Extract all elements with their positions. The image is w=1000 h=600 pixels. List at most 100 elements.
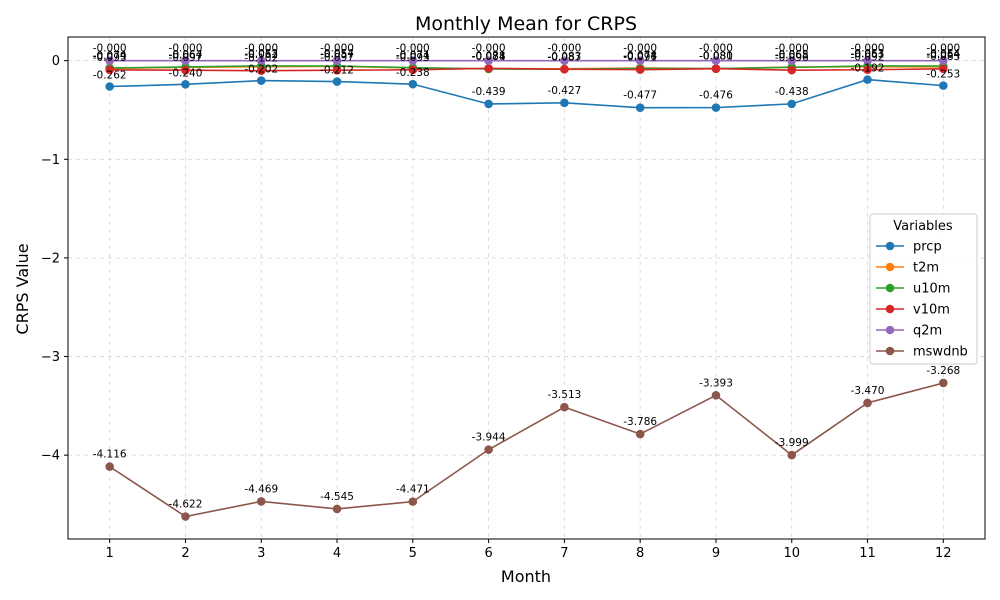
data-label-v10m: -0.093 [396, 52, 430, 64]
data-point-q2m [181, 56, 190, 65]
data-point-v10m [105, 65, 114, 75]
data-label-v10m: -0.087 [547, 51, 581, 63]
data-label-t2m: -0.067 [169, 49, 203, 61]
y-tick-label: −2 [41, 251, 60, 266]
y-tick-label: −3 [41, 350, 60, 365]
x-tick-label: 10 [783, 546, 800, 561]
x-tick-label: 5 [409, 546, 417, 561]
data-point-v10m [560, 64, 569, 74]
data-label-prcp: -0.212 [320, 65, 354, 77]
data-label-v10m: -0.091 [623, 52, 657, 64]
data-point-mswdnb [787, 450, 797, 460]
data-point-prcp [560, 98, 569, 108]
legend-label-t2m: t2m [913, 261, 939, 276]
data-label-t2m: -0.061 [851, 49, 885, 61]
data-label-v10m: -0.083 [926, 51, 960, 63]
data-label-prcp: -0.238 [396, 67, 430, 79]
data-point-q2m [863, 56, 872, 65]
data-point-prcp [484, 99, 493, 109]
data-label-v10m: -0.093 [93, 52, 127, 64]
data-label-q2m: -0.000 [699, 43, 733, 55]
data-label-v10m: -0.078 [472, 50, 506, 62]
data-point-mswdnb [105, 462, 114, 471]
x-tick-label: 11 [859, 546, 876, 561]
x-tick-label: 7 [560, 546, 568, 561]
data-label-u10m: -0.054 [926, 48, 960, 60]
y-tick-label: −4 [41, 449, 60, 464]
data-point-q2m [560, 56, 569, 65]
legend-label-q2m: q2m [913, 324, 942, 339]
data-point-v10m [863, 65, 872, 75]
data-point-prcp [408, 79, 418, 89]
data-label-mswdnb: -4.469 [244, 483, 278, 495]
legend-label-prcp: prcp [913, 240, 942, 255]
legend-marker-q2m [885, 325, 895, 335]
data-label-prcp: -0.476 [699, 90, 733, 102]
data-point-q2m [787, 56, 797, 65]
legend-label-mswdnb: mswdnb [913, 345, 968, 360]
plot-frame [67, 36, 986, 540]
data-label-mswdnb: -4.471 [396, 484, 430, 496]
data-point-mswdnb [484, 445, 493, 454]
legend-marker-u10m [885, 283, 895, 293]
data-label-u10m: -0.084 [472, 51, 506, 63]
data-label-u10m: -0.071 [396, 50, 430, 62]
data-label-u10m: -0.068 [775, 49, 809, 61]
data-point-mswdnb [939, 378, 948, 388]
y-axis-title: CRPS Value [13, 243, 32, 334]
data-point-v10m [939, 64, 948, 74]
data-point-v10m [256, 66, 266, 76]
data-label-mswdnb: -3.268 [926, 365, 960, 377]
legend-marker-v10m [885, 304, 895, 314]
data-label-u10m: -0.053 [851, 48, 885, 60]
data-point-prcp [256, 76, 266, 85]
grid [68, 37, 985, 539]
data-point-mswdnb [863, 398, 872, 408]
data-label-u10m: -0.087 [547, 51, 581, 63]
data-label-t2m: -0.062 [244, 49, 278, 61]
data-label-t2m: -0.074 [623, 50, 657, 62]
data-label-t2m: -0.079 [93, 50, 127, 62]
legend-marker-prcp [885, 241, 895, 251]
data-point-mswdnb [711, 391, 721, 400]
data-label-v10m: -0.102 [244, 53, 278, 65]
data-label-t2m: -0.074 [396, 50, 430, 62]
data-point-q2m [105, 56, 114, 65]
series-group [105, 56, 948, 521]
series-line-prcp [109, 78, 944, 109]
legend-marker-t2m [885, 262, 895, 272]
data-point-mswdnb [332, 504, 342, 514]
x-tick-label: 9 [712, 546, 720, 561]
data-label-mswdnb: -3.786 [623, 416, 657, 428]
data-point-v10m [484, 64, 493, 73]
data-point-mswdnb [635, 429, 645, 439]
x-axis-title: Month [501, 567, 551, 586]
x-tick-label: 4 [333, 546, 341, 561]
x-tick-label: 1 [106, 546, 114, 561]
data-point-prcp [181, 80, 190, 89]
data-label-u10m: -0.078 [623, 50, 657, 62]
data-label-prcp: -0.439 [472, 86, 506, 98]
data-point-mswdnb [181, 512, 190, 521]
y-tick-label: −1 [41, 153, 60, 168]
data-label-mswdnb: -3.513 [547, 389, 581, 401]
data-label-mswdnb: -3.470 [851, 385, 885, 397]
data-point-v10m [181, 65, 190, 75]
data-label-q2m: -0.000 [547, 43, 581, 55]
data-label-u10m: -0.074 [93, 50, 127, 62]
data-label-mswdnb: -3.944 [472, 432, 506, 444]
data-label-t2m: -0.064 [926, 49, 960, 61]
data-point-prcp [939, 81, 948, 90]
data-label-v10m: -0.096 [775, 52, 809, 64]
data-label-v10m: -0.092 [851, 52, 885, 64]
data-label-t2m: -0.081 [472, 51, 506, 63]
axes: 1 2 3 4 5 6 7 8 9 10 11 120−1−2−3−4 [41, 36, 986, 561]
data-point-v10m [408, 65, 418, 75]
data-point-prcp [332, 77, 342, 86]
data-point-v10m [635, 65, 645, 74]
data-label-q2m: -0.000 [472, 43, 506, 55]
data-label-q2m: -0.000 [775, 43, 809, 55]
data-label-u10m: -0.054 [320, 48, 354, 60]
